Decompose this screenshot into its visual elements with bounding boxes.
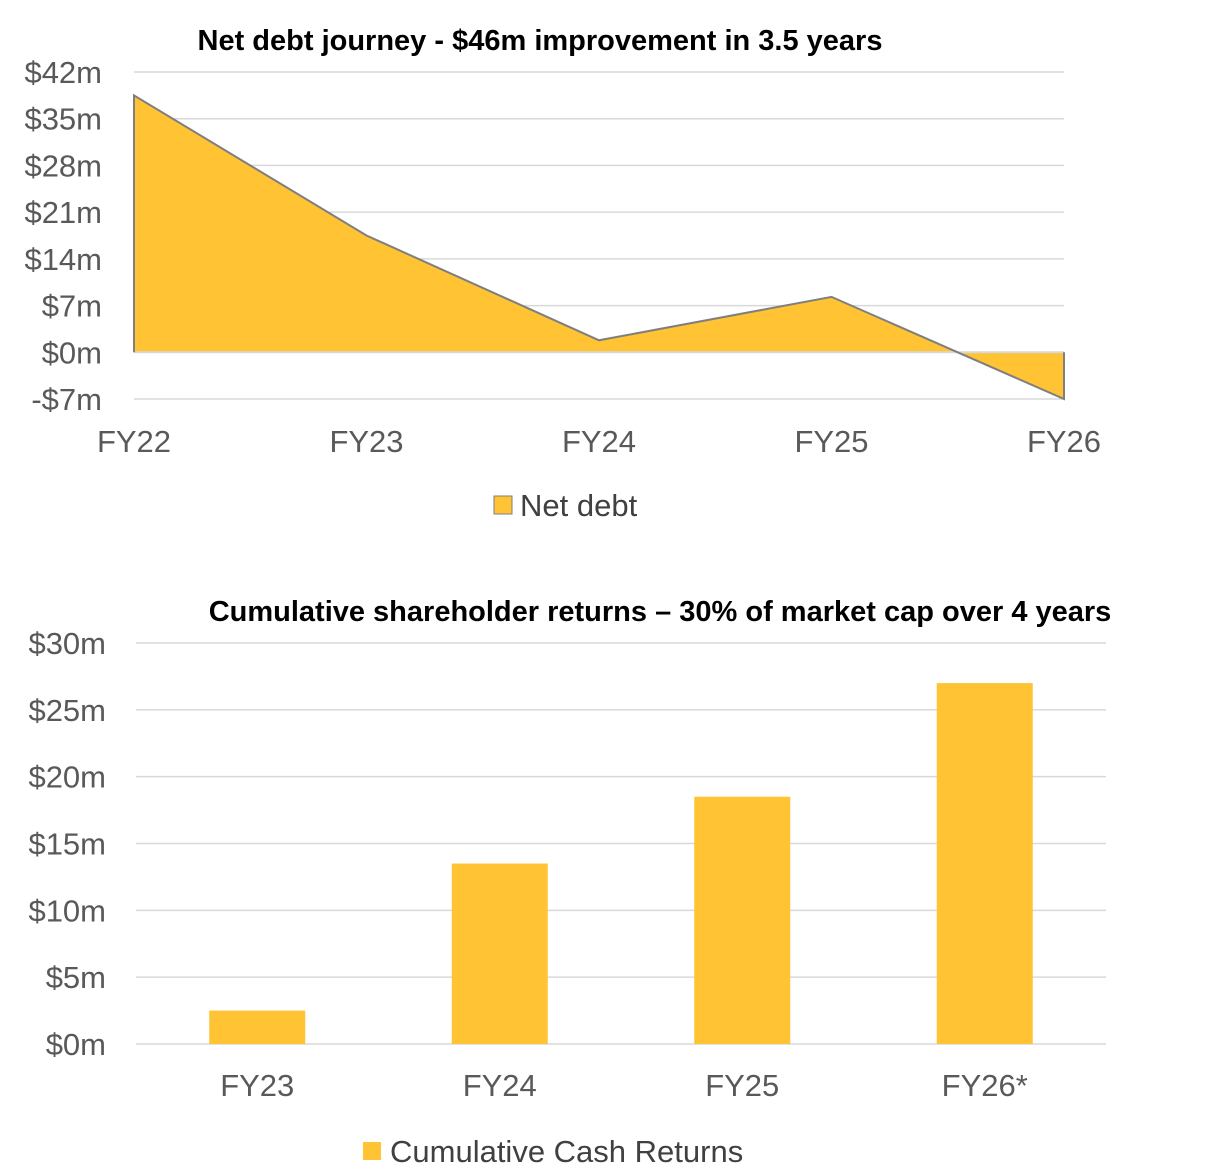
shareholder-returns-y-tick-label: $0m [46,1027,106,1062]
shareholder-returns-y-axis: $30m $25m $20m $15m $10m $5m $0m [28,626,106,1062]
shareholder-returns-y-tick-label: $25m [28,693,106,728]
shareholder-returns-chart-title: Cumulative shareholder returns – 30% of … [209,596,1112,628]
shareholder-returns-x-tick-label: FY23 [220,1068,294,1103]
shareholder-returns-bar [209,1010,306,1044]
net-debt-y-tick-label: $7m [42,289,102,324]
net-debt-chart-title: Net debt journey - $46m improvement in 3… [198,25,883,57]
shareholder-returns-x-axis: FY23 FY24 FY25 FY26* [220,1068,1028,1103]
net-debt-y-axis: $42m $35m $28m $21m $14m $7m $0m -$7m [24,55,102,417]
net-debt-x-tick-label: FY24 [562,424,636,459]
net-debt-y-tick-label: $42m [24,55,102,90]
shareholder-returns-bar [694,796,791,1044]
net-debt-y-tick-label: $28m [24,148,102,183]
net-debt-chart: Net debt journey - $46m improvement in 3… [24,25,1101,523]
net-debt-x-tick-label: FY25 [794,424,868,459]
shareholder-returns-x-tick-label: FY26* [942,1068,1028,1103]
shareholder-returns-legend-swatch [363,1142,381,1160]
net-debt-area [133,93,1065,401]
net-debt-legend-label: Net debt [520,488,638,523]
shareholder-returns-bar [451,863,548,1044]
net-debt-legend-swatch [493,495,513,515]
shareholder-returns-legend: Cumulative Cash Returns [363,1134,743,1169]
shareholder-returns-x-tick-label: FY24 [463,1068,537,1103]
net-debt-y-tick-label: $0m [42,335,102,370]
shareholder-returns-y-tick-label: $20m [28,760,106,795]
net-debt-legend: Net debt [493,488,638,523]
shareholder-returns-bar [936,683,1033,1044]
net-debt-x-tick-label: FY23 [329,424,403,459]
shareholder-returns-y-tick-label: $5m [46,960,106,995]
shareholder-returns-x-tick-label: FY25 [705,1068,779,1103]
net-debt-area-fill [134,95,1064,399]
shareholder-returns-chart: Cumulative shareholder returns – 30% of … [28,596,1111,1169]
net-debt-y-tick-label: $14m [24,242,102,277]
shareholder-returns-y-tick-label: $30m [28,626,106,661]
shareholder-returns-y-tick-label: $10m [28,893,106,928]
net-debt-x-tick-label: FY22 [97,424,171,459]
net-debt-x-axis: FY22 FY23 FY24 FY25 FY26 [97,424,1101,459]
shareholder-returns-bars [209,683,1033,1044]
shareholder-returns-legend-label: Cumulative Cash Returns [390,1134,743,1169]
shareholder-returns-y-tick-label: $15m [28,827,106,862]
net-debt-x-tick-label: FY26 [1027,424,1101,459]
net-debt-y-tick-label: $35m [24,102,102,137]
net-debt-y-tick-label: $21m [24,195,102,230]
net-debt-y-tick-label: -$7m [31,382,102,417]
